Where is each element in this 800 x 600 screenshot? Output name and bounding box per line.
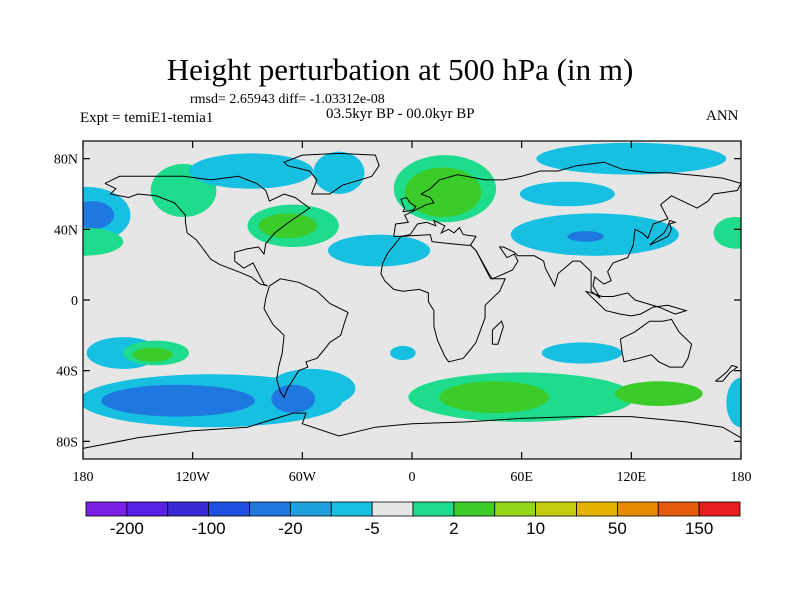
colorbar-box — [126, 501, 169, 517]
lon-tick-label: 0 — [409, 470, 416, 485]
region-siberia-low — [519, 181, 615, 207]
colorbar-box — [494, 501, 537, 517]
region-npac-west-low-core — [567, 231, 604, 242]
colorbar: -200 -100 -20 -5 2 10 50 150 — [85, 501, 741, 538]
coastline-japan — [649, 219, 677, 246]
coastline-australia — [619, 318, 693, 368]
lat-tick-label: 80N — [54, 153, 78, 168]
lat-tick-label: 40N — [54, 223, 78, 238]
lon-tick-label: 120W — [176, 470, 211, 485]
colorbar-label: 50 — [608, 519, 627, 538]
field-regions — [83, 142, 741, 428]
plot-subtitle: rmsd= 2.65943 diff= -1.03312e-08 — [190, 92, 385, 107]
lon-tick-label: 60W — [289, 470, 317, 485]
time-period-label: 03.5kyr BP - 00.0kyr BP — [326, 106, 475, 122]
lat-tick-label: 40S — [56, 365, 78, 380]
colorbar-box — [371, 501, 414, 517]
region-npac-high — [83, 227, 124, 256]
map-ticks: 80N 40N 0 40S 80S 180 120W 60W 0 60E 120E 180 — [54, 141, 752, 485]
colorbar-label: -5 — [365, 519, 380, 538]
colorbar-label: -20 — [278, 519, 303, 538]
coastline-africa — [380, 234, 506, 363]
region-so-atlantic-low-core — [271, 384, 316, 414]
lat-tick-label: 0 — [71, 294, 78, 309]
lon-tick-label: 180 — [73, 470, 94, 485]
region-so-pacific-east-high — [614, 381, 703, 406]
coastline-uk — [400, 196, 417, 213]
colorbar-box — [208, 501, 250, 517]
colorbar-box — [249, 501, 291, 517]
coastline-north-america — [104, 175, 311, 287]
colorbar-box — [453, 501, 496, 517]
lon-tick-label: 180 — [731, 470, 752, 485]
region-arctic-asia-low — [536, 142, 727, 175]
colorbar-box — [616, 501, 659, 517]
region-greenland-low — [313, 151, 365, 194]
plot-title: Height perturbation at 500 hPa (in m) — [166, 52, 634, 87]
colorbar-box — [412, 501, 455, 517]
coastline-antarctica — [83, 412, 741, 449]
coastline-new-zealand — [715, 364, 739, 382]
region-nam-northeast-low — [189, 153, 314, 189]
experiment-label: Expt = temiE1-temia1 — [80, 110, 214, 126]
region-nam-east-high-core — [258, 213, 317, 239]
region-spac-west-high-core — [132, 347, 173, 362]
lat-tick-label: 80S — [56, 435, 78, 450]
colorbar-box — [330, 501, 373, 517]
region-so-far-low — [726, 377, 741, 428]
coastline-madagascar — [491, 320, 504, 345]
colorbar-box — [657, 501, 700, 517]
colorbar-box — [289, 501, 332, 517]
colorbar-box — [85, 501, 128, 517]
region-so-indian-high-core — [439, 381, 550, 414]
lon-tick-label: 120E — [617, 470, 647, 485]
region-sio-low — [541, 342, 623, 364]
colorbar-label: -100 — [192, 519, 226, 538]
colorbar-label: 2 — [449, 519, 458, 538]
colorbar-box — [167, 501, 210, 517]
map-plot-area — [83, 141, 741, 459]
coastlines — [83, 152, 741, 449]
region-npac-far-high — [713, 216, 741, 249]
colorbar-box — [698, 501, 741, 517]
colorbar-box — [576, 501, 618, 517]
coastline-eurasia — [393, 161, 741, 299]
region-natl-low — [327, 234, 431, 267]
region-safrica-low — [390, 345, 416, 361]
region-so-pacific-low-core — [101, 384, 255, 417]
coastline-south-america — [263, 278, 349, 399]
coastline-greenland — [283, 152, 380, 195]
colorbar-box — [535, 501, 577, 517]
colorbar-label: 10 — [526, 519, 545, 538]
lon-tick-label: 60E — [510, 470, 533, 485]
colorbar-label: 150 — [685, 519, 713, 538]
colorbar-label: -200 — [110, 519, 144, 538]
region-nepac-low-core — [83, 201, 115, 230]
coastline-indonesia — [585, 290, 688, 317]
season-label: ANN — [706, 108, 739, 124]
region-europe-high-core — [404, 167, 482, 217]
